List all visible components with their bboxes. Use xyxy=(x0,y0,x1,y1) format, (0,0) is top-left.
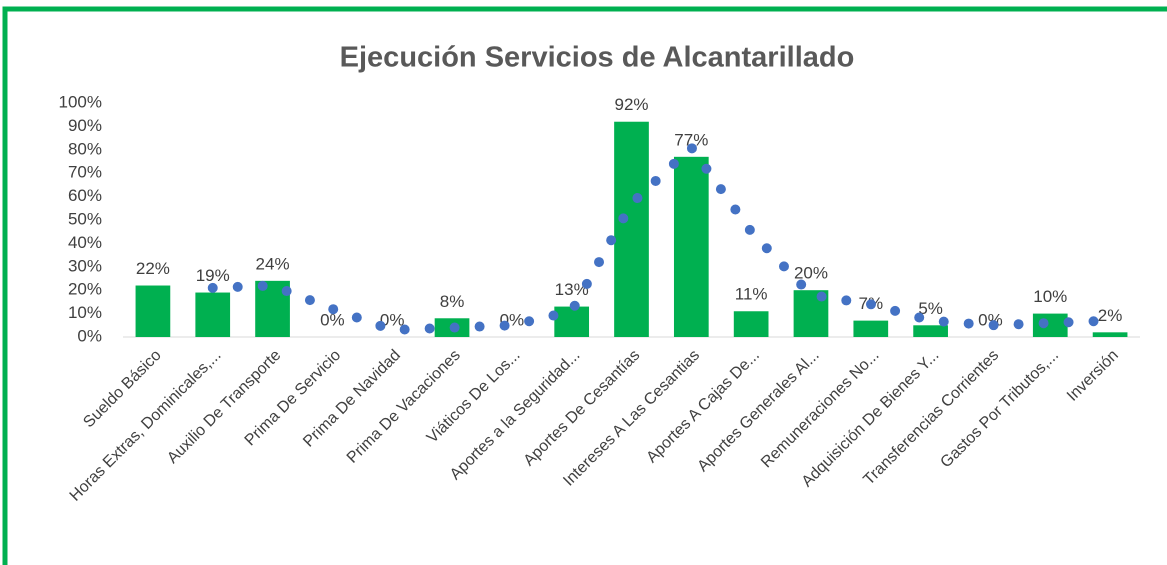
bar xyxy=(554,306,590,337)
data-label: 5% xyxy=(918,299,943,318)
data-label: 0% xyxy=(380,310,405,329)
y-tick-label: 100% xyxy=(59,92,102,111)
bar xyxy=(135,285,171,337)
x-tick-label: Auxilio De Transporte xyxy=(164,347,284,467)
bar xyxy=(673,156,709,337)
y-tick-label: 0% xyxy=(77,326,102,345)
data-label: 2% xyxy=(1098,306,1123,325)
bar xyxy=(853,320,889,337)
bar xyxy=(733,311,769,337)
bar xyxy=(1032,313,1068,337)
data-label: 92% xyxy=(614,95,648,114)
y-tick-label: 20% xyxy=(68,280,102,299)
data-label: 22% xyxy=(136,259,170,278)
y-tick-label: 10% xyxy=(68,303,102,322)
x-tick-label: Aportes De Cesantías xyxy=(521,347,644,470)
data-label: 77% xyxy=(674,130,708,149)
x-tick-label: Prima De Vacaciones xyxy=(344,347,464,467)
bar xyxy=(1092,332,1128,337)
data-label: 19% xyxy=(196,266,230,285)
x-tick-label: Gastos Por Tributos,... xyxy=(938,347,1063,472)
x-tick-label: Remuneraciones No... xyxy=(758,347,883,472)
bar xyxy=(913,325,948,337)
data-label: 20% xyxy=(794,264,828,283)
x-tick-label: Aportes A Cajas De... xyxy=(643,347,763,467)
chart-title: Ejecución Servicios de Alcantarillado xyxy=(340,42,855,74)
data-label: 0% xyxy=(320,310,345,329)
chart-frame xyxy=(2,6,1167,565)
bar xyxy=(195,292,231,337)
x-tick-label: Inversión xyxy=(1064,347,1122,405)
data-label: 13% xyxy=(555,280,589,299)
y-tick-label: 30% xyxy=(68,256,102,275)
data-label: 24% xyxy=(256,254,290,273)
y-tick-label: 90% xyxy=(68,116,102,135)
bar xyxy=(614,121,649,337)
y-tick-label: 50% xyxy=(68,209,102,228)
data-label: 8% xyxy=(440,292,465,311)
y-tick-label: 70% xyxy=(68,163,102,182)
data-label: 11% xyxy=(735,285,768,304)
y-tick-label: 60% xyxy=(68,186,102,205)
x-tick-label: Aportes Generales Al... xyxy=(694,347,822,475)
y-tick-label: 40% xyxy=(68,233,102,252)
data-label: 10% xyxy=(1033,287,1067,306)
y-tick-label: 80% xyxy=(68,139,102,158)
trendline xyxy=(207,139,1116,336)
